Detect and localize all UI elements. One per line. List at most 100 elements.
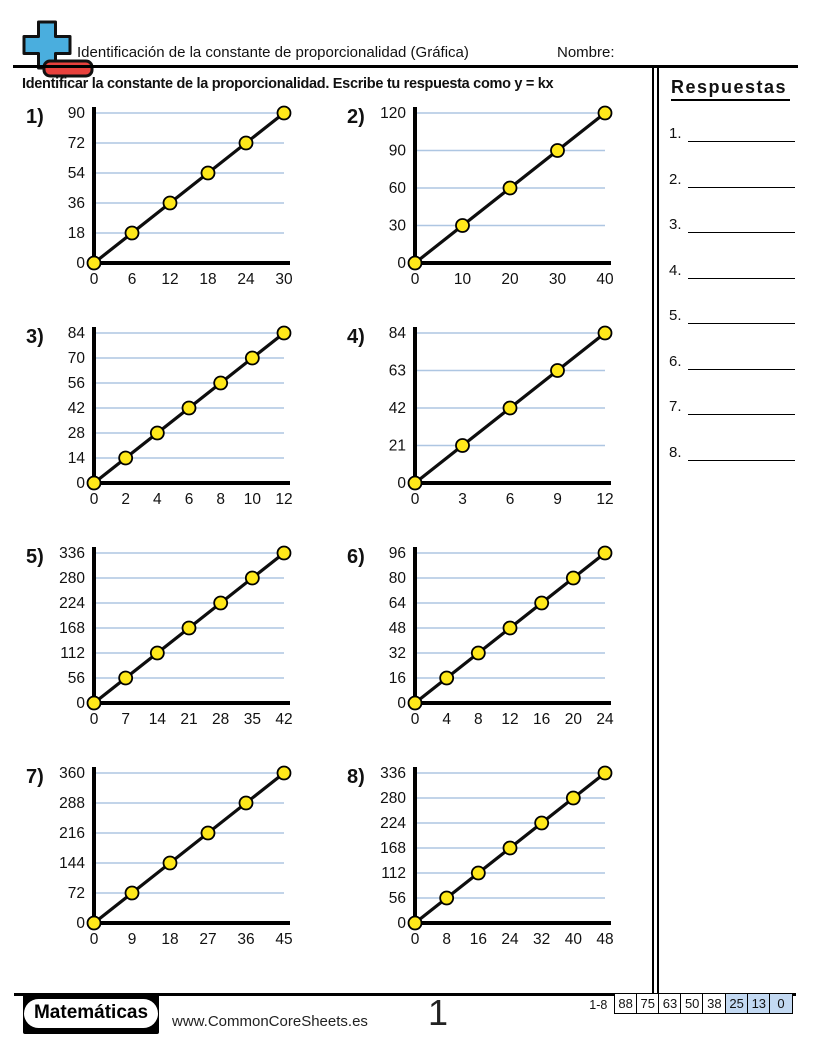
chart-cell-7: 7) 0 72 144 216 288 360 0 9 18 27 36 45 (26, 765, 298, 951)
answer-blank-line (687, 443, 795, 461)
svg-text:35: 35 (244, 711, 261, 728)
answer-row-3: 3. (669, 216, 795, 233)
svg-text:3: 3 (458, 491, 467, 508)
svg-text:0: 0 (411, 931, 420, 948)
svg-text:8: 8 (474, 711, 483, 728)
svg-text:24: 24 (501, 931, 519, 948)
svg-text:0: 0 (76, 475, 85, 492)
svg-text:112: 112 (381, 865, 406, 882)
proportionality-graph-5: 0 56 112 168 224 280 336 0 7 14 21 28 35 42 (46, 545, 300, 736)
svg-text:18: 18 (199, 271, 216, 288)
svg-text:0: 0 (397, 255, 406, 272)
svg-text:42: 42 (275, 711, 292, 728)
svg-text:336: 336 (59, 545, 85, 562)
svg-text:40: 40 (565, 931, 583, 948)
chart-cell-1: 1) 0 18 36 54 72 90 0 6 12 18 24 30 (26, 105, 298, 291)
svg-text:14: 14 (68, 450, 86, 467)
question-number-3: 3) (26, 326, 44, 348)
answer-number: 8. (669, 443, 682, 461)
svg-text:56: 56 (68, 670, 85, 687)
svg-text:10: 10 (244, 491, 262, 508)
answer-number: 4. (669, 261, 682, 279)
svg-text:7: 7 (121, 711, 130, 728)
svg-text:54: 54 (68, 165, 86, 182)
svg-text:72: 72 (68, 885, 85, 902)
score-cell: 75 (635, 993, 660, 1014)
svg-text:336: 336 (380, 765, 406, 782)
svg-text:36: 36 (68, 195, 85, 212)
svg-text:144: 144 (59, 855, 85, 872)
svg-text:30: 30 (389, 218, 407, 235)
website-url: www.CommonCoreSheets.es (172, 1013, 368, 1030)
svg-text:16: 16 (533, 711, 550, 728)
score-range-label: 1-8 (589, 997, 608, 1012)
worksheet-title: Identificación de la constante de propor… (77, 44, 469, 61)
proportionality-graph-6: 0 16 32 48 64 80 96 0 4 8 12 16 20 24 (367, 545, 621, 736)
answer-blank-line (687, 124, 795, 142)
footer-divider (14, 993, 796, 996)
svg-text:48: 48 (596, 931, 613, 948)
svg-text:30: 30 (549, 271, 567, 288)
svg-text:0: 0 (90, 931, 99, 948)
answer-row-5: 5. (669, 307, 795, 324)
svg-text:60: 60 (389, 180, 407, 197)
svg-text:168: 168 (380, 840, 406, 857)
svg-text:0: 0 (411, 711, 420, 728)
chart-cell-2: 2) 0 30 60 90 120 0 10 20 30 40 (347, 105, 619, 291)
answers-list: 1. 2. 3. 4. 5. 6. 7. 8. (669, 101, 809, 461)
svg-text:28: 28 (68, 425, 85, 442)
svg-text:21: 21 (180, 711, 197, 728)
question-number-5: 5) (26, 546, 44, 568)
chart-cell-4: 4) 0 21 42 63 84 0 3 6 9 12 (347, 325, 619, 511)
svg-text:4: 4 (442, 711, 451, 728)
page-number: 1 (427, 992, 449, 1033)
svg-text:96: 96 (389, 545, 406, 562)
question-number-8: 8) (347, 766, 365, 788)
svg-text:0: 0 (411, 491, 420, 508)
chart-cell-5: 5) 0 56 112 168 224 280 336 0 7 14 21 28 35 42 (26, 545, 298, 731)
svg-text:0: 0 (90, 491, 99, 508)
svg-text:18: 18 (68, 225, 85, 242)
name-label: Nombre: (557, 44, 615, 61)
score-table: 1-8 88 75 63 50 38 25 13 0 (589, 993, 793, 1014)
score-cell-highlighted: 0 (769, 993, 793, 1014)
answer-number: 2. (669, 170, 682, 188)
svg-text:84: 84 (68, 325, 86, 342)
svg-text:8: 8 (442, 931, 451, 948)
svg-text:24: 24 (596, 711, 614, 728)
svg-text:80: 80 (389, 570, 407, 587)
chart-cell-8: 8) 0 56 112 168 224 280 336 0 8 16 24 32 40 48 (347, 765, 619, 951)
proportionality-graph-8: 0 56 112 168 224 280 336 0 8 16 24 32 40 48 (367, 765, 621, 956)
answer-blank-line (687, 170, 795, 188)
svg-text:18: 18 (161, 931, 178, 948)
score-cell: 50 (680, 993, 705, 1014)
svg-text:42: 42 (68, 400, 85, 417)
svg-text:6: 6 (185, 491, 194, 508)
svg-text:0: 0 (397, 475, 406, 492)
proportionality-graph-4: 0 21 42 63 84 0 3 6 9 12 (367, 325, 621, 516)
svg-text:20: 20 (501, 271, 519, 288)
answer-blank-line (687, 261, 795, 279)
svg-text:6: 6 (128, 271, 137, 288)
header-divider (13, 65, 798, 68)
svg-text:21: 21 (389, 438, 406, 455)
answer-blank-line (687, 215, 795, 233)
proportionality-graph-3: 0 14 28 42 56 70 84 0 2 4 6 8 10 12 (46, 325, 300, 516)
answer-row-2: 2. (669, 171, 795, 188)
answer-number: 5. (669, 307, 682, 324)
question-number-4: 4) (347, 326, 365, 348)
svg-text:0: 0 (397, 915, 406, 932)
proportionality-graph-7: 0 72 144 216 288 360 0 9 18 27 36 45 (46, 765, 300, 956)
svg-text:12: 12 (596, 491, 613, 508)
score-cell: 38 (702, 993, 727, 1014)
svg-text:56: 56 (389, 890, 406, 907)
answers-panel: Respuestas 1. 2. 3. 4. 5. 6. 7. 8. (652, 67, 809, 993)
svg-text:216: 216 (59, 825, 85, 842)
answer-number: 6. (669, 352, 682, 370)
svg-text:40: 40 (596, 271, 614, 288)
plus-minus-logo-icon (22, 20, 94, 78)
svg-text:288: 288 (59, 795, 85, 812)
svg-text:64: 64 (389, 595, 407, 612)
proportionality-graph-2: 0 30 60 90 120 0 10 20 30 40 (367, 105, 621, 296)
